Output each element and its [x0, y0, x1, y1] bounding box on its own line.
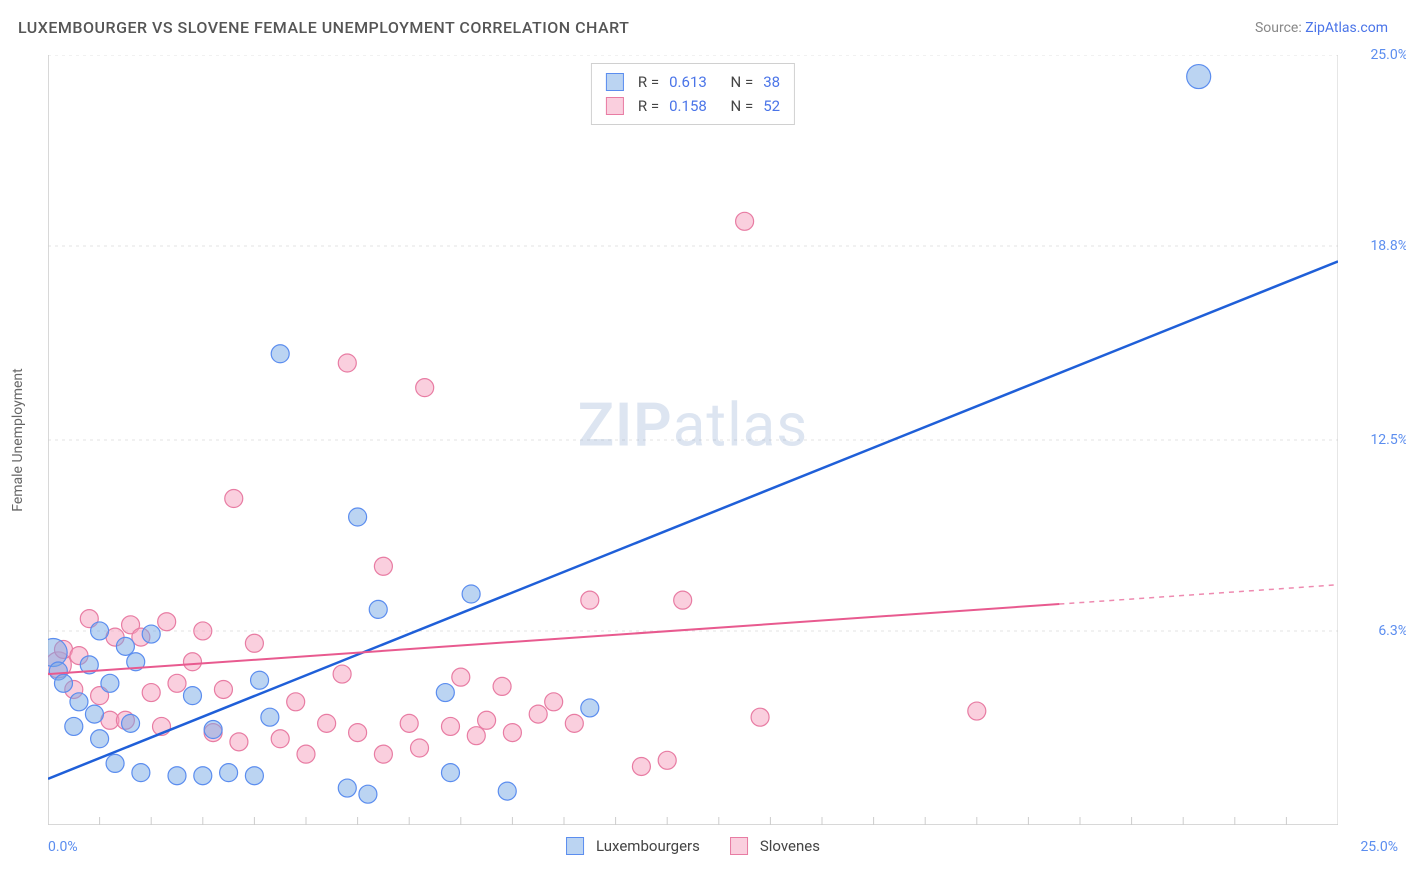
- swatch-luxembourgers: [606, 73, 624, 91]
- r-value-1: 0.158: [669, 94, 707, 118]
- y-tick-label: 6.3%: [1378, 623, 1406, 639]
- bottom-legend: Luxembourgers Slovenes: [566, 837, 820, 855]
- swatch-luxembourgers: [566, 837, 584, 855]
- swatch-slovenes: [730, 837, 748, 855]
- source-link[interactable]: ZipAtlas.com: [1305, 20, 1388, 36]
- n-label: N =: [731, 70, 754, 94]
- r-label: R =: [638, 70, 659, 94]
- swatch-slovenes: [606, 97, 624, 115]
- legend-stats-row-0: R = 0.613 N = 38: [606, 70, 780, 94]
- source-prefix: Source:: [1255, 20, 1305, 36]
- r-value-0: 0.613: [669, 70, 707, 94]
- chart-area: Female Unemployment ZIPatlas R = 0.613 N…: [48, 55, 1338, 825]
- x-tick-min: 0.0%: [48, 839, 78, 855]
- n-label: N =: [731, 94, 754, 118]
- legend-label-0: Luxembourgers: [596, 837, 700, 855]
- n-value-1: 52: [763, 94, 780, 118]
- y-tick-label: 18.8%: [1370, 238, 1406, 254]
- legend-label-1: Slovenes: [760, 837, 820, 855]
- legend-item-luxembourgers: Luxembourgers: [566, 837, 700, 855]
- r-label: R =: [638, 94, 659, 118]
- chart-title: LUXEMBOURGER VS SLOVENE FEMALE UNEMPLOYM…: [18, 18, 629, 37]
- source-attribution: Source: ZipAtlas.com: [1255, 20, 1388, 36]
- scatter-plot: [48, 55, 1338, 825]
- x-tick-max: 25.0%: [1360, 839, 1398, 855]
- legend-stats-box: R = 0.613 N = 38 R = 0.158 N = 52: [591, 63, 795, 125]
- legend-item-slovenes: Slovenes: [730, 837, 820, 855]
- y-axis-label: Female Unemployment: [10, 368, 26, 512]
- y-tick-label: 25.0%: [1370, 47, 1406, 63]
- n-value-0: 38: [763, 70, 780, 94]
- legend-stats-row-1: R = 0.158 N = 52: [606, 94, 780, 118]
- y-tick-label: 12.5%: [1370, 432, 1406, 448]
